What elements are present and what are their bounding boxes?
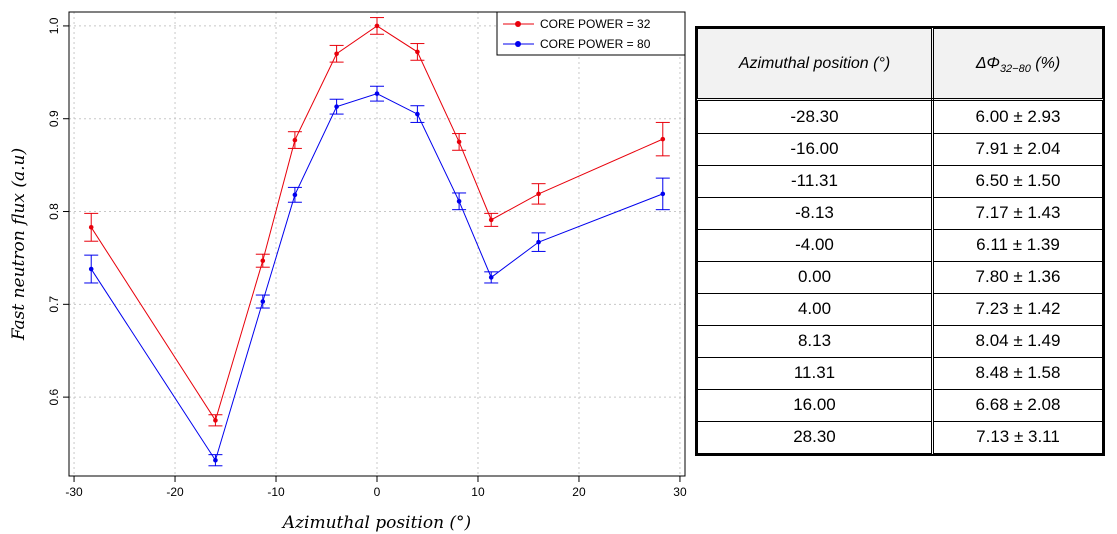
table-row: -28.30 6.00 ± 2.93 bbox=[697, 99, 1103, 134]
data-point bbox=[88, 266, 94, 272]
data-point bbox=[415, 49, 420, 55]
column-header-delta-phi: ΔΦ32−80 (%) bbox=[932, 28, 1103, 101]
flux-chart: -30 -20 -10 0 10 20 30 0.6 0.7 0.8 0.9 1.0 Azimutha… bbox=[9, 11, 687, 533]
data-point bbox=[488, 217, 494, 223]
table-row: -8.13 7.17 ± 1.43 bbox=[697, 196, 1103, 230]
table-row: 0.00 7.80 ± 1.36 bbox=[697, 260, 1103, 294]
x-tick-label: -10 bbox=[267, 485, 285, 499]
data-point bbox=[374, 23, 380, 29]
data-point bbox=[334, 51, 339, 57]
y-tick-label: 0.6 bbox=[47, 388, 61, 405]
delta-phi-cell: 7.91 ± 2.04 bbox=[932, 132, 1103, 166]
column-header-position: Azimuthal position (°) bbox=[697, 28, 934, 101]
table-header-row: Azimuthal position (°) ΔΦ32−80 (%) bbox=[697, 28, 1103, 101]
data-point bbox=[456, 199, 462, 204]
legend-marker-series-1 bbox=[515, 21, 521, 27]
position-cell: 28.30 bbox=[697, 420, 934, 455]
delta-phi-symbol: ΔΦ bbox=[975, 54, 1000, 72]
data-point bbox=[456, 139, 462, 145]
data-point bbox=[415, 111, 420, 117]
data-point bbox=[213, 457, 218, 463]
delta-phi-cell: 7.80 ± 1.36 bbox=[932, 260, 1103, 294]
data-point bbox=[292, 137, 298, 143]
y-tick-label: 1.0 bbox=[47, 17, 61, 34]
data-point bbox=[260, 258, 266, 264]
delta-phi-cell: 7.17 ± 1.43 bbox=[932, 196, 1103, 230]
data-point bbox=[292, 192, 298, 198]
legend-label-series-1: CORE POWER = 32 bbox=[540, 17, 651, 31]
delta-phi-cell: 8.04 ± 1.49 bbox=[932, 324, 1103, 358]
data-point bbox=[488, 275, 494, 280]
table-row: -11.31 6.50 ± 1.50 bbox=[697, 164, 1103, 198]
table-row: 8.13 8.04 ± 1.49 bbox=[697, 324, 1103, 358]
position-cell: -11.31 bbox=[697, 164, 934, 198]
data-point bbox=[536, 191, 541, 197]
legend-box bbox=[496, 11, 686, 56]
series-2 bbox=[84, 85, 670, 467]
table-row: 11.31 8.48 ± 1.58 bbox=[697, 356, 1103, 390]
table-row: -16.00 7.91 ± 2.04 bbox=[697, 132, 1103, 166]
table-row: -4.00 6.11 ± 1.39 bbox=[697, 228, 1103, 262]
delta-phi-cell: 6.11 ± 1.39 bbox=[932, 228, 1103, 262]
data-point bbox=[374, 91, 380, 96]
position-cell: 0.00 bbox=[697, 260, 934, 294]
table-row: 4.00 7.23 ± 1.42 bbox=[697, 292, 1103, 326]
series-1 bbox=[84, 17, 670, 427]
x-tick-label: 0 bbox=[374, 485, 381, 499]
data-point bbox=[660, 136, 666, 142]
position-cell: -4.00 bbox=[697, 228, 934, 262]
y-axis-title: Fast neutron flux (a.u) bbox=[9, 148, 29, 341]
tick-layer: -30 -20 -10 0 10 20 30 0.6 0.7 0.8 0.9 1.0 bbox=[47, 17, 687, 499]
data-point bbox=[213, 418, 218, 423]
delta-phi-cell: 8.48 ± 1.58 bbox=[932, 356, 1103, 390]
data-point bbox=[334, 104, 339, 109]
data-point bbox=[260, 299, 266, 304]
x-tick-label: 20 bbox=[572, 485, 586, 499]
delta-phi-cell: 6.68 ± 2.08 bbox=[932, 388, 1103, 422]
position-cell: -28.30 bbox=[697, 99, 934, 134]
x-tick-label: 30 bbox=[673, 485, 687, 499]
y-tick-label: 0.8 bbox=[47, 203, 61, 220]
position-cell: 8.13 bbox=[697, 324, 934, 358]
delta-phi-subscript: 32−80 bbox=[999, 62, 1031, 75]
data-point bbox=[660, 191, 666, 197]
x-tick-label: 10 bbox=[471, 485, 485, 499]
table-row: 16.00 6.68 ± 2.08 bbox=[697, 388, 1103, 422]
delta-phi-cell: 6.50 ± 1.50 bbox=[932, 164, 1103, 198]
delta-phi-unit: (%) bbox=[1035, 54, 1061, 72]
series-layer bbox=[84, 17, 670, 467]
legend: CORE POWER = 32 CORE POWER = 80 bbox=[496, 11, 686, 56]
y-tick-label: 0.7 bbox=[47, 296, 61, 313]
position-cell: 4.00 bbox=[697, 292, 934, 326]
x-tick-label: -20 bbox=[166, 485, 184, 499]
delta-phi-cell: 6.00 ± 2.93 bbox=[932, 99, 1103, 134]
legend-marker-series-2 bbox=[515, 41, 521, 47]
position-cell: 16.00 bbox=[697, 388, 934, 422]
y-tick-label: 0.9 bbox=[47, 110, 61, 127]
flux-difference-table: Azimuthal position (°) ΔΦ32−80 (%) -28.3… bbox=[695, 26, 1105, 456]
position-cell: 11.31 bbox=[697, 356, 934, 390]
position-cell: -16.00 bbox=[697, 132, 934, 166]
data-point bbox=[536, 239, 541, 245]
x-axis-title: Azimuthal position (°) bbox=[281, 513, 471, 533]
delta-phi-cell: 7.13 ± 3.11 bbox=[932, 420, 1103, 455]
legend-label-series-2: CORE POWER = 80 bbox=[540, 37, 651, 51]
grid-layer bbox=[69, 12, 685, 476]
x-tick-label: -30 bbox=[65, 485, 83, 499]
data-point bbox=[88, 224, 94, 230]
position-cell: -8.13 bbox=[697, 196, 934, 230]
table-row: 28.30 7.13 ± 3.11 bbox=[697, 420, 1103, 455]
delta-phi-cell: 7.23 ± 1.42 bbox=[932, 292, 1103, 326]
